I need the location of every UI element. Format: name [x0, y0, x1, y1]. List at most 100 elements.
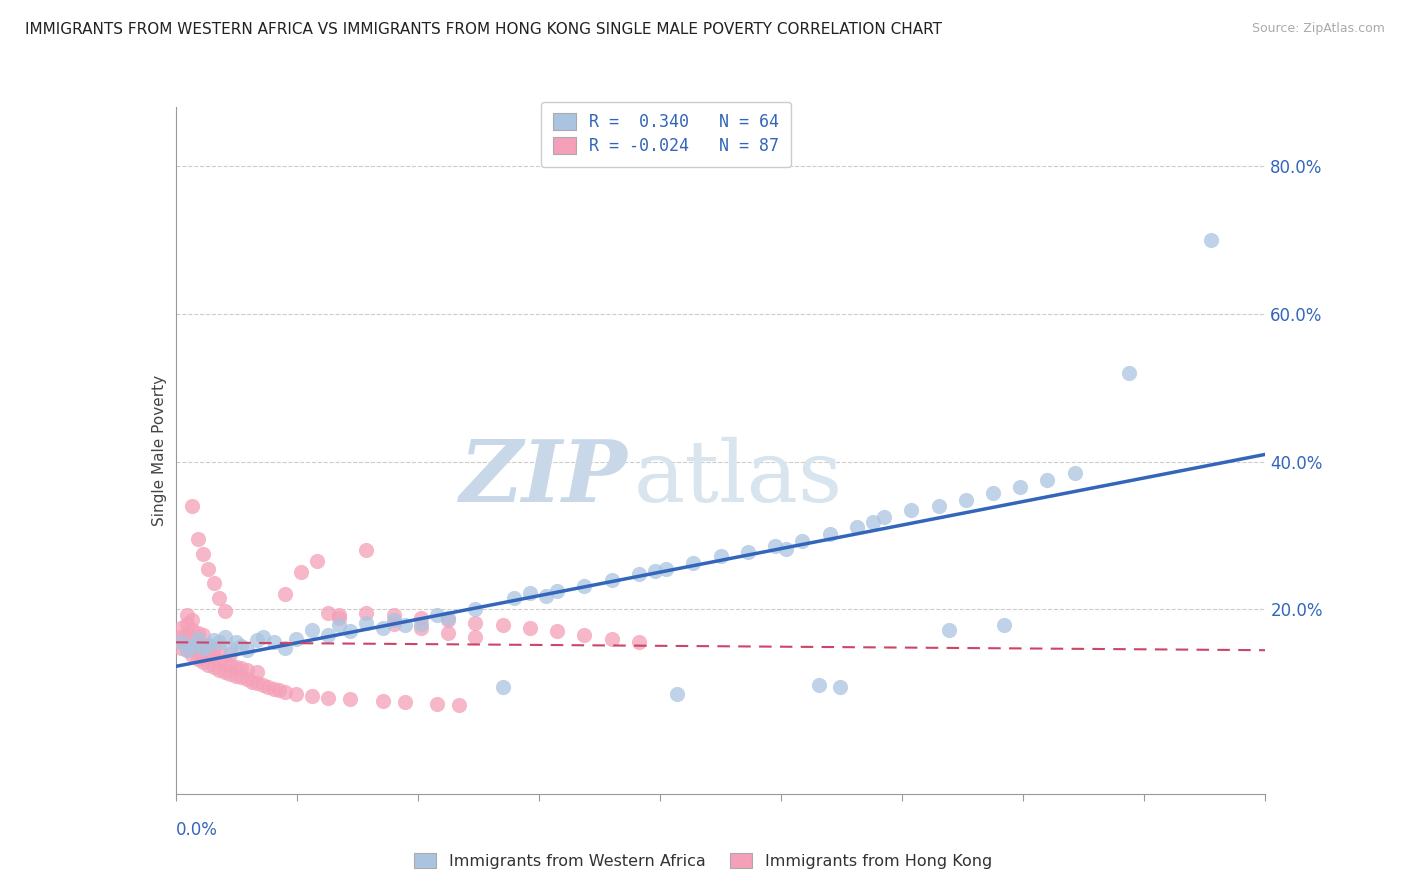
- Point: [208, 663, 231, 677]
- Point: [356, 543, 378, 558]
- Point: [737, 544, 759, 558]
- Point: [666, 687, 689, 701]
- Point: [170, 640, 193, 655]
- Point: [186, 645, 209, 659]
- Point: [356, 615, 378, 630]
- Point: [955, 492, 977, 507]
- Point: [900, 502, 922, 516]
- Point: [682, 557, 704, 571]
- Point: [492, 618, 515, 632]
- Point: [225, 669, 247, 683]
- Point: [339, 692, 361, 706]
- Point: [318, 628, 340, 642]
- Point: [600, 632, 623, 646]
- Point: [873, 510, 896, 524]
- Point: [231, 639, 253, 653]
- Point: [246, 633, 269, 648]
- Point: [191, 547, 214, 561]
- Point: [202, 640, 225, 655]
- Point: [240, 674, 263, 689]
- Point: [191, 640, 214, 655]
- Point: [830, 680, 852, 694]
- Point: [263, 635, 285, 649]
- Point: [197, 561, 219, 575]
- Point: [170, 621, 193, 635]
- Point: [574, 628, 596, 642]
- Point: [284, 632, 307, 646]
- Point: [464, 630, 486, 644]
- Point: [246, 665, 269, 679]
- Point: [382, 617, 405, 632]
- Point: [186, 635, 209, 649]
- Text: atlas: atlas: [633, 436, 842, 519]
- Point: [176, 643, 198, 657]
- Point: [546, 583, 568, 598]
- Point: [437, 613, 460, 627]
- Point: [181, 639, 204, 653]
- Point: [492, 680, 515, 694]
- Point: [775, 541, 797, 556]
- Point: [263, 681, 285, 696]
- Point: [371, 621, 394, 635]
- Point: [371, 694, 394, 708]
- Point: [993, 618, 1015, 632]
- Point: [600, 573, 623, 587]
- Point: [202, 660, 225, 674]
- Point: [197, 657, 219, 672]
- Point: [862, 515, 884, 529]
- Point: [202, 650, 225, 665]
- Point: [928, 499, 950, 513]
- Point: [328, 611, 350, 625]
- Point: [214, 630, 236, 644]
- Point: [219, 667, 242, 681]
- Point: [225, 660, 247, 674]
- Point: [318, 690, 340, 705]
- Point: [546, 624, 568, 639]
- Point: [845, 519, 868, 533]
- Point: [181, 648, 204, 662]
- Point: [191, 648, 214, 662]
- Point: [328, 618, 350, 632]
- Point: [197, 648, 219, 662]
- Point: [197, 638, 219, 652]
- Y-axis label: Single Male Poverty: Single Male Poverty: [152, 375, 167, 526]
- Point: [191, 656, 214, 670]
- Point: [246, 676, 269, 690]
- Point: [574, 579, 596, 593]
- Point: [274, 587, 297, 601]
- Legend: R =  0.340   N = 64, R = -0.024   N = 87: R = 0.340 N = 64, R = -0.024 N = 87: [541, 102, 792, 167]
- Point: [170, 635, 193, 649]
- Point: [426, 608, 449, 623]
- Point: [301, 623, 323, 637]
- Point: [219, 647, 242, 661]
- Point: [818, 527, 841, 541]
- Point: [328, 608, 350, 623]
- Point: [1010, 480, 1032, 494]
- Point: [202, 633, 225, 648]
- Point: [437, 626, 460, 640]
- Point: [214, 604, 236, 618]
- Point: [1063, 466, 1085, 480]
- Point: [627, 635, 650, 649]
- Point: [208, 654, 231, 668]
- Point: [763, 540, 786, 554]
- Point: [382, 613, 405, 627]
- Point: [208, 591, 231, 606]
- Point: [1036, 473, 1059, 487]
- Text: 0.0%: 0.0%: [176, 822, 218, 839]
- Point: [534, 589, 557, 603]
- Point: [382, 608, 405, 623]
- Point: [181, 499, 204, 513]
- Point: [208, 635, 231, 649]
- Point: [655, 561, 678, 575]
- Point: [356, 606, 378, 620]
- Point: [197, 638, 219, 652]
- Text: ZIP: ZIP: [460, 436, 628, 520]
- Point: [447, 698, 470, 713]
- Point: [176, 643, 198, 657]
- Point: [191, 628, 214, 642]
- Point: [1118, 366, 1140, 380]
- Point: [214, 665, 236, 679]
- Point: [235, 643, 257, 657]
- Point: [339, 624, 361, 639]
